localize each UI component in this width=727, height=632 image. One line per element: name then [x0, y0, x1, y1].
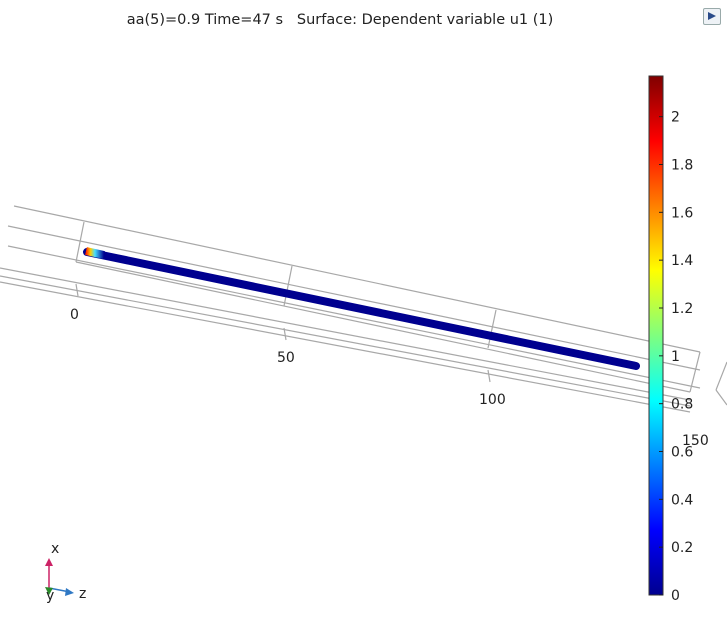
- colorbar-ticks: 0 0.2 0.4 0.6 0.8 1 1.2 1.4 1.6 1.8 2: [659, 110, 693, 604]
- colorbar-tick-label: 1.2: [671, 301, 693, 317]
- z-tick-150: 150: [682, 433, 709, 449]
- triad-x-arrow: [45, 558, 53, 566]
- plot-title: aa(5)=0.9 Time=47 s Surface: Dependent v…: [126, 12, 554, 28]
- z-tick-50: 50: [277, 350, 295, 366]
- colorbar-tick-label: 1.4: [671, 253, 693, 269]
- triad-z-label: z: [79, 586, 86, 602]
- triad-y-label: y: [46, 588, 54, 604]
- triad-y-arrow: [45, 587, 53, 595]
- graphics-window-icon[interactable]: [703, 8, 721, 25]
- colorbar-tick-label: 1: [671, 349, 680, 365]
- rod-surface: [83, 247, 640, 370]
- axis-triad: x y z: [45, 541, 86, 604]
- triad-x-label: x: [51, 541, 59, 557]
- colorbar-tick-label: 1.8: [671, 157, 693, 173]
- triad-z-arrow: [65, 588, 74, 596]
- z-tick-100: 100: [479, 392, 506, 408]
- bounding-box: [0, 205, 727, 413]
- colorbar-tick-label: 1.6: [671, 205, 693, 221]
- colorbar: 0 0.2 0.4 0.6 0.8 1 1.2 1.4 1.6 1.8 2: [648, 75, 693, 604]
- colorbar-tick-label: 0: [671, 588, 680, 604]
- colorbar-tick-label: 2: [671, 110, 680, 126]
- colorbar-tick-label: 0.6: [671, 444, 693, 460]
- colorbar-tick-label: 0.2: [671, 540, 693, 556]
- colorbar-gradient: [648, 75, 664, 596]
- colorbar-tick-label: 0.4: [671, 492, 693, 508]
- z-tick-0: 0: [70, 307, 79, 323]
- colorbar-tick-label: 0.8: [671, 397, 693, 413]
